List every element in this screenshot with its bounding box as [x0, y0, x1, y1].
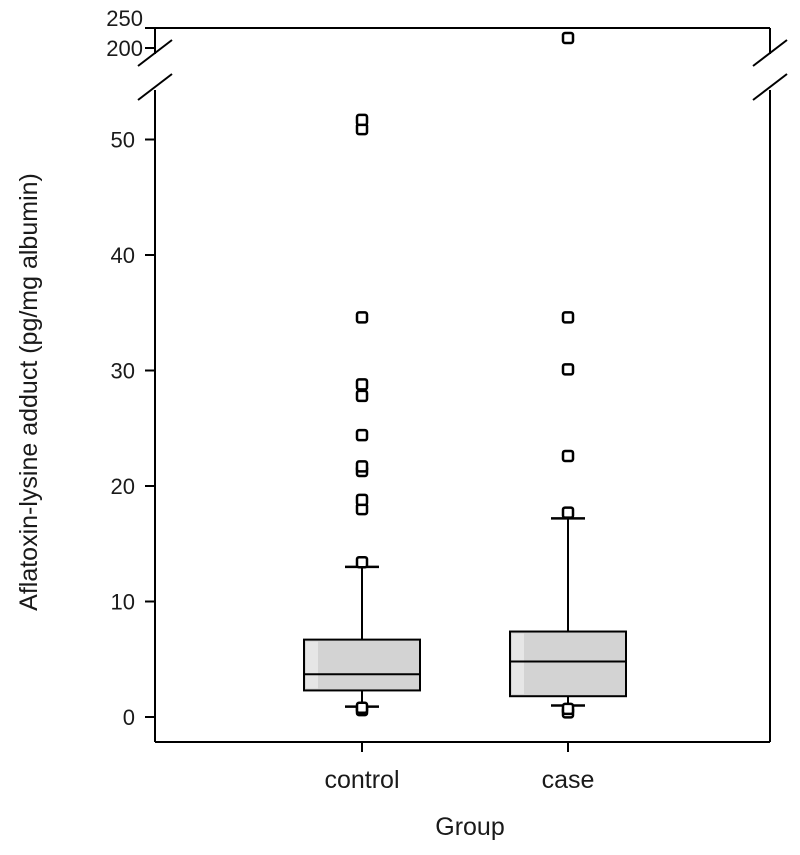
- outlier-point: [561, 31, 575, 45]
- y-tick-label: 250: [106, 6, 143, 31]
- outlier-point: [561, 506, 575, 519]
- y-axis: 0 10 20 30 40 50 250 200: [106, 6, 155, 730]
- outlier-point: [561, 311, 575, 324]
- box-iqr: [303, 638, 421, 692]
- box-highlight: [512, 633, 524, 695]
- axis-break-mark-left: [137, 73, 173, 101]
- axis-break-mark-left: [137, 39, 173, 67]
- outlier-point: [355, 428, 369, 442]
- box-group-control: [303, 113, 421, 717]
- y-tick-label: 20: [111, 474, 135, 499]
- outlier-point: [561, 363, 575, 376]
- x-tick-label-case: case: [542, 766, 595, 794]
- outlier-point: [355, 389, 369, 403]
- x-axis-title: Group: [435, 813, 504, 841]
- box-highlight: [306, 641, 318, 689]
- y-axis-title: Aflatoxin-lysine adduct (pg/mg albumin): [15, 173, 43, 611]
- outlier-point: [355, 460, 369, 473]
- y-tick-label: 30: [111, 359, 135, 384]
- outlier-point: [355, 701, 369, 715]
- outlier-point: [355, 493, 369, 507]
- x-axis: control case: [324, 742, 594, 794]
- box-series: [303, 31, 627, 719]
- x-tick-label-control: control: [324, 766, 399, 794]
- axis-break-mark-right: [752, 39, 788, 67]
- y-tick-label: 40: [111, 243, 135, 268]
- outlier-point: [561, 449, 575, 463]
- outlier-point: [355, 555, 369, 569]
- y-tick-label: 200: [106, 36, 143, 61]
- outlier-point: [355, 378, 369, 391]
- outlier-point: [355, 113, 369, 127]
- y-tick-label: 50: [111, 128, 135, 153]
- box-group-case: [509, 31, 627, 719]
- box-iqr: [509, 630, 627, 698]
- outlier-point: [561, 702, 575, 716]
- axis-break-mark-right: [752, 73, 788, 101]
- outlier-point: [355, 311, 369, 324]
- y-tick-label: 10: [111, 590, 135, 615]
- plot-frame: [137, 27, 788, 743]
- y-tick-label: 0: [123, 705, 135, 730]
